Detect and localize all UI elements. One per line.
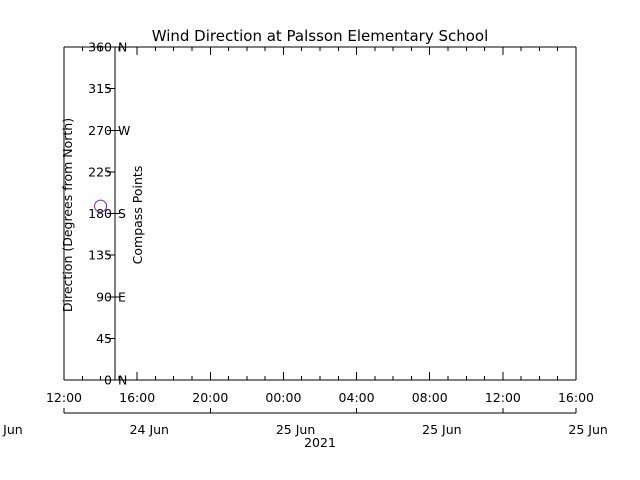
data-points: [94, 199, 108, 213]
compass-tick-label: W: [118, 123, 130, 138]
y-tick-label: 0: [104, 373, 112, 388]
y-tick-label: 90: [96, 289, 112, 304]
date-tick-label: 24 Jun: [130, 422, 169, 437]
x-tick-label: 16:00: [558, 390, 594, 405]
compass-tick-label: N: [118, 373, 127, 388]
wind-direction-point: [94, 199, 108, 213]
x-tick-label: 08:00: [412, 390, 448, 405]
compass-axis-label: Compass Points: [130, 166, 145, 265]
date-tick-label: 25 Jun: [422, 422, 461, 437]
x-tick-label: 12:00: [485, 390, 521, 405]
date-tick-label: 25 Jun: [276, 422, 315, 437]
y-axis-label: Direction (Degrees from North): [60, 118, 75, 312]
y-tick-label: 315: [88, 81, 112, 96]
x-axis-label: 2021: [304, 435, 336, 450]
x-tick-label: 20:00: [192, 390, 228, 405]
date-tick-label: 24 Jun: [0, 422, 23, 437]
compass-tick-label: N: [118, 40, 127, 55]
x-tick-label: 16:00: [119, 390, 155, 405]
chart-title: Wind Direction at Palsson Elementary Sch…: [152, 27, 489, 45]
x-axis-date: 24 Jun 24 Jun 25 Jun 25 Jun 25 Jun: [0, 408, 608, 437]
y-tick-label: 135: [88, 248, 112, 263]
x-tick-label: 12:00: [46, 390, 82, 405]
y-tick-label: 270: [88, 123, 112, 138]
compass-tick-label: E: [118, 289, 126, 304]
date-tick-label: 25 Jun: [568, 422, 607, 437]
y-tick-label: 180: [88, 206, 112, 221]
x-tick-label: 00:00: [265, 390, 301, 405]
x-axis-time: 12:00 16:00 20:00 00:00 04:00 08:00 12:00 16:00: [46, 47, 594, 405]
y-tick-label: 225: [88, 164, 112, 179]
compass-tick-label: S: [118, 206, 126, 221]
compass-axis: N E S W N: [115, 40, 130, 388]
y-tick-label: 45: [96, 331, 112, 346]
x-tick-label: 04:00: [339, 390, 375, 405]
